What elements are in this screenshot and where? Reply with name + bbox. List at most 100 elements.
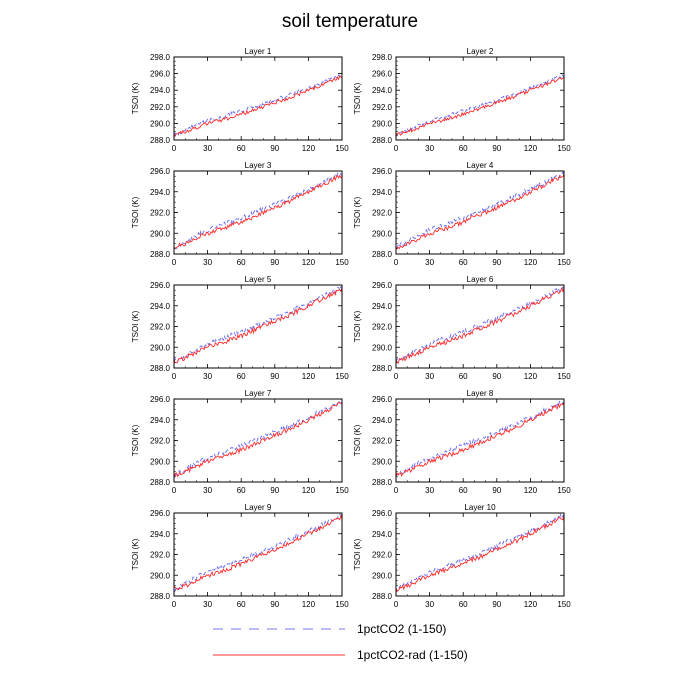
series-line-1pctco2-rad [395,514,565,592]
y-tick-label: 294.0 [372,416,393,425]
series-line-1pctco2 [173,399,343,478]
x-tick-label: 90 [270,600,279,609]
x-tick-label: 30 [425,372,434,381]
y-tick-label: 292.0 [150,103,171,112]
x-tick-label: 60 [459,600,468,609]
x-tick-label: 150 [557,486,571,495]
y-tick-label: 292.0 [150,437,171,446]
plot-frame [173,512,343,597]
x-tick-label: 150 [335,600,349,609]
y-tick-label: 292.0 [150,323,171,332]
panel-title: Layer 3 [245,161,272,170]
y-tick-label: 292.0 [372,103,393,112]
panel-layer-7: Layer 7 TSOI (K) 288.0 290.0 292.0 294.0 296.0… [131,389,349,495]
y-tick-label: 292.0 [372,437,393,446]
y-tick-label: 288.0 [150,364,171,373]
y-tick-label: 294.0 [150,188,171,197]
y-tick-label: 298.0 [372,53,393,62]
series-line-1pctco2-rad [395,76,565,136]
y-tick-label: 288.0 [372,478,393,487]
x-tick-label: 0 [394,144,399,153]
panel-layer-10: Layer 10 TSOI (K) 288.0 290.0 292.0 294.0 296.… [353,503,571,609]
panel-layer-2: Layer 2 TSOI (K) 288.0 290.0 292.0 294.0 296.0… [353,47,571,153]
y-tick-label: 296.0 [150,509,171,518]
series-line-1pctco2-rad [173,174,343,249]
series-line-1pctco2-rad [395,173,565,250]
x-tick-label: 150 [335,144,349,153]
x-tick-label: 150 [557,372,571,381]
y-tick-label: 292.0 [372,323,393,332]
plot-frame [395,284,565,369]
x-tick-label: 120 [302,600,316,609]
series-line-1pctco2 [173,513,343,593]
y-axis-label: TSOI (K) [353,424,362,456]
series-line-1pctco2 [173,74,343,137]
y-tick-label: 294.0 [372,86,393,95]
y-tick-label: 288.0 [150,250,171,259]
y-tick-label: 298.0 [150,53,171,62]
x-tick-label: 120 [302,258,316,267]
y-tick-label: 296.0 [372,395,393,404]
x-tick-label: 120 [524,486,538,495]
y-tick-label: 292.0 [372,551,393,560]
y-tick-label: 288.0 [150,592,171,601]
panel-title: Layer 2 [467,47,494,56]
x-tick-label: 30 [425,600,434,609]
y-tick-label: 288.0 [372,592,393,601]
y-tick-label: 296.0 [372,281,393,290]
x-tick-label: 30 [203,600,212,609]
y-tick-label: 288.0 [150,136,171,145]
series-line-1pctco2-rad [395,401,565,478]
y-tick-label: 290.0 [372,119,393,128]
x-tick-label: 0 [394,600,399,609]
y-tick-label: 294.0 [372,188,393,197]
x-tick-label: 0 [172,372,177,381]
x-tick-label: 90 [492,600,501,609]
x-tick-label: 30 [425,486,434,495]
x-tick-label: 90 [270,144,279,153]
x-tick-label: 120 [524,600,538,609]
x-tick-label: 120 [302,144,316,153]
y-tick-label: 294.0 [372,530,393,539]
x-tick-label: 60 [237,258,246,267]
plot-frame [395,56,565,141]
y-tick-label: 294.0 [150,302,171,311]
x-tick-label: 120 [524,144,538,153]
panel-layer-8: Layer 8 TSOI (K) 288.0 290.0 292.0 294.0 296.0… [353,389,571,495]
x-tick-label: 90 [492,144,501,153]
y-tick-label: 296.0 [150,70,171,79]
x-tick-label: 60 [459,144,468,153]
x-tick-label: 60 [459,258,468,267]
legend-label-1: 1pctCO2 (1-150) [357,622,446,636]
panel-title: Layer 7 [245,389,272,398]
x-tick-label: 90 [492,486,501,495]
plot-frame [173,398,343,483]
series-line-1pctco2 [173,171,343,250]
x-tick-label: 60 [459,372,468,381]
y-tick-label: 290.0 [372,343,393,352]
x-tick-label: 30 [425,258,434,267]
y-tick-label: 294.0 [150,86,171,95]
panel-layer-1: Layer 1 TSOI (K) 288.0 290.0 292.0 294.0 296.0… [131,47,349,153]
y-tick-label: 296.0 [150,167,171,176]
x-tick-label: 0 [394,372,399,381]
series-line-1pctco2-rad [173,287,343,364]
y-tick-label: 296.0 [372,70,393,79]
x-tick-label: 60 [459,486,468,495]
panel-title: Layer 10 [464,503,496,512]
y-axis-label: TSOI (K) [353,196,362,228]
y-tick-label: 296.0 [372,509,393,518]
y-tick-label: 290.0 [150,229,171,238]
x-tick-label: 150 [335,486,349,495]
series-line-1pctco2 [395,400,565,476]
panel-title: Layer 6 [467,275,494,284]
panel-layer-5: Layer 5 TSOI (K) 288.0 290.0 292.0 294.0 296.0… [131,275,349,381]
y-tick-label: 292.0 [150,551,171,560]
y-tick-label: 290.0 [150,343,171,352]
x-tick-label: 30 [425,144,434,153]
x-tick-label: 60 [237,600,246,609]
panel-title: Layer 1 [245,47,272,56]
y-tick-label: 290.0 [372,571,393,580]
x-tick-label: 90 [270,486,279,495]
plot-frame [173,284,343,369]
